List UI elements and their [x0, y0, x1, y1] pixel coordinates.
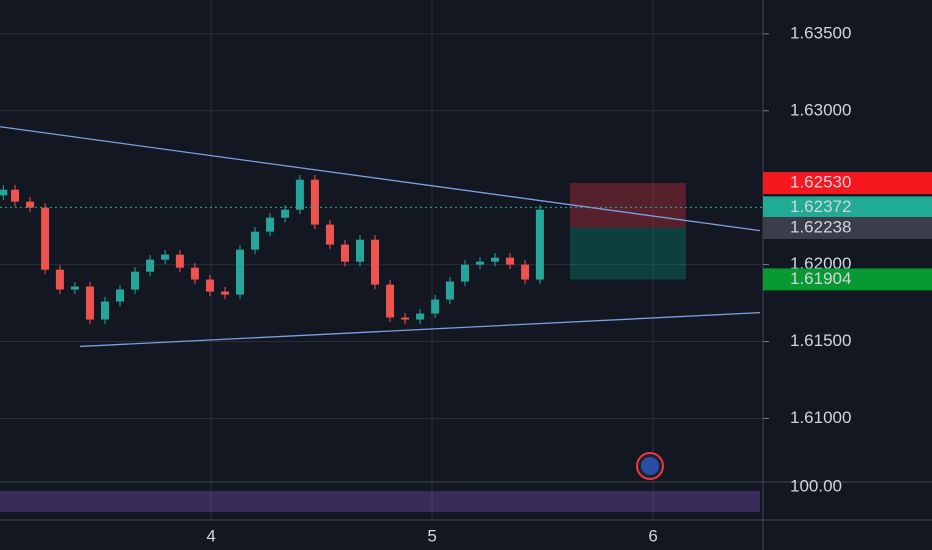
- candle-body: [401, 317, 410, 320]
- price-label: 1.62372: [790, 197, 851, 216]
- trendline: [0, 126, 761, 232]
- indicator-axis-label: 100.00: [790, 476, 842, 495]
- candle-body: [535, 209, 544, 280]
- stop-zone: [569, 183, 686, 228]
- price-label-box: [763, 217, 932, 239]
- candle-body: [460, 264, 469, 282]
- candle-body: [175, 254, 184, 268]
- y-tick-label: 1.62000: [790, 254, 851, 273]
- price-label-box: [763, 172, 932, 195]
- candle-body: [416, 313, 425, 320]
- price-label: 1.62238: [790, 217, 851, 236]
- price-label: 1.62530: [790, 173, 851, 192]
- candle-body: [295, 179, 304, 210]
- candle-body: [445, 281, 454, 300]
- candle-body: [146, 259, 155, 272]
- target-zone: [569, 227, 686, 280]
- y-tick-label: 1.63500: [790, 23, 851, 42]
- candle-body: [476, 261, 485, 265]
- candle-body: [100, 301, 109, 320]
- candle-body: [116, 289, 125, 302]
- candle-body: [190, 267, 199, 280]
- candle-body: [266, 217, 275, 232]
- candle-body: [356, 239, 365, 262]
- price-label: 1.61904: [790, 269, 851, 288]
- candle-body: [340, 244, 349, 262]
- candle-body: [131, 271, 140, 290]
- candle-body: [506, 257, 515, 265]
- x-tick-label: 5: [427, 526, 436, 545]
- flag-icon-inner: [641, 457, 659, 475]
- candle-body: [371, 239, 380, 285]
- y-tick-label: 1.63000: [790, 100, 851, 119]
- candle-body: [491, 257, 500, 262]
- candle-body: [11, 189, 20, 202]
- candle-body: [26, 201, 35, 208]
- candle-body: [431, 299, 440, 314]
- candle-body: [0, 189, 8, 196]
- y-tick-label: 1.61500: [790, 331, 851, 350]
- indicator-band: [0, 491, 760, 512]
- candle-body: [85, 286, 94, 320]
- candle-body: [251, 231, 260, 250]
- candle-body: [41, 207, 50, 270]
- candle-body: [236, 249, 245, 295]
- candle-body: [281, 209, 290, 218]
- candle-body: [325, 224, 334, 245]
- x-tick-label: 4: [206, 526, 215, 545]
- candle-body: [55, 269, 64, 290]
- candle-body: [205, 279, 214, 292]
- candle-body: [521, 264, 530, 280]
- candle-body: [386, 284, 395, 318]
- candle-body: [310, 179, 319, 225]
- price-label-box: [763, 196, 932, 219]
- candle-body: [220, 291, 229, 295]
- candle-body: [161, 254, 170, 260]
- trendline: [79, 311, 761, 348]
- x-tick-label: 6: [648, 526, 657, 545]
- y-tick-label: 1.61000: [790, 408, 851, 427]
- candle-body: [70, 286, 79, 290]
- price-label-box: [763, 268, 932, 291]
